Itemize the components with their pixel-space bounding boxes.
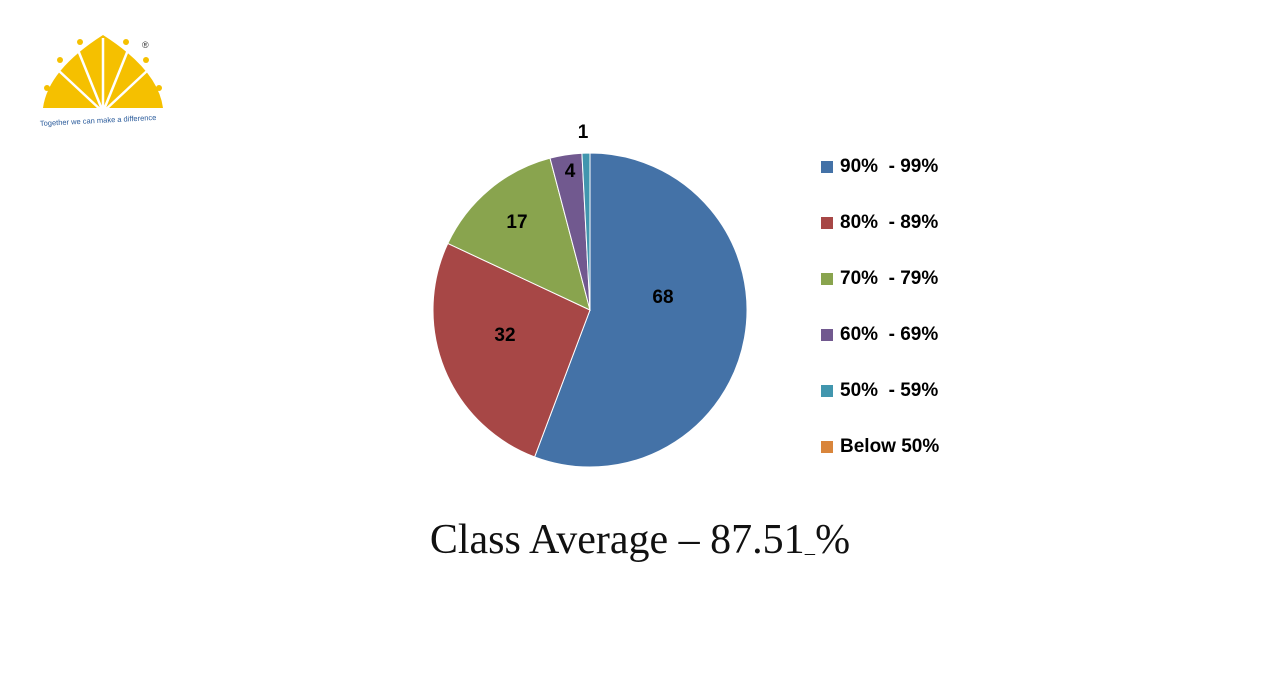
legend-item-50-59: 50% - 59% [821, 380, 938, 401]
legend-label: 70% - 79% [840, 268, 938, 289]
pie-slice-50-59 [581, 152, 591, 311]
legend-item-80-89: 80% - 89% [821, 212, 938, 233]
legend-label: 90% - 99% [840, 156, 938, 177]
registered-mark: ® [142, 40, 149, 50]
pie-slice-90-99 [533, 152, 748, 468]
data-label-90-99: 68 [652, 287, 673, 308]
data-label-80-89: 32 [494, 325, 515, 346]
caption-prefix: Class Average – 87.51 [429, 517, 805, 563]
legend-swatch [821, 217, 833, 229]
sun-logo-icon [43, 35, 163, 113]
legend-swatch [821, 385, 833, 397]
caption-suffix: % [815, 517, 851, 563]
legend-swatch [821, 441, 833, 453]
data-label-50-59: 1 [578, 122, 589, 143]
pie-slices [432, 152, 748, 468]
legend-item-90-99: 90% - 99% [821, 156, 938, 177]
data-label-70-79: 17 [506, 212, 527, 233]
pie-slice-80-89 [432, 242, 591, 458]
class-average-caption: Class Average – 87.51 % [0, 516, 1280, 564]
legend-item-70-79: 70% - 79% [821, 268, 938, 289]
legend-swatch [821, 329, 833, 341]
legend-item-60-69: 60% - 69% [821, 324, 938, 345]
legend-item-below-50: Below 50% [821, 436, 939, 457]
company-logo: ® Together we can make a difference [40, 35, 163, 128]
legend-label: 80% - 89% [840, 212, 938, 233]
chart-legend: 90% - 99% 80% - 89% 70% - 79% 60% - 69% 50% … [821, 156, 939, 457]
legend-swatch [821, 161, 833, 173]
pie-data-labels: 68 32 17 41 [494, 122, 673, 346]
pie-slice-70-79 [447, 157, 591, 311]
legend-swatch [821, 273, 833, 285]
legend-label: Below 50% [840, 436, 939, 457]
caption-underlined-space [805, 517, 816, 563]
legend-label: 50% - 59% [840, 380, 938, 401]
legend-label: 60% - 69% [840, 324, 938, 345]
data-label-60-69: 4 [565, 161, 576, 182]
